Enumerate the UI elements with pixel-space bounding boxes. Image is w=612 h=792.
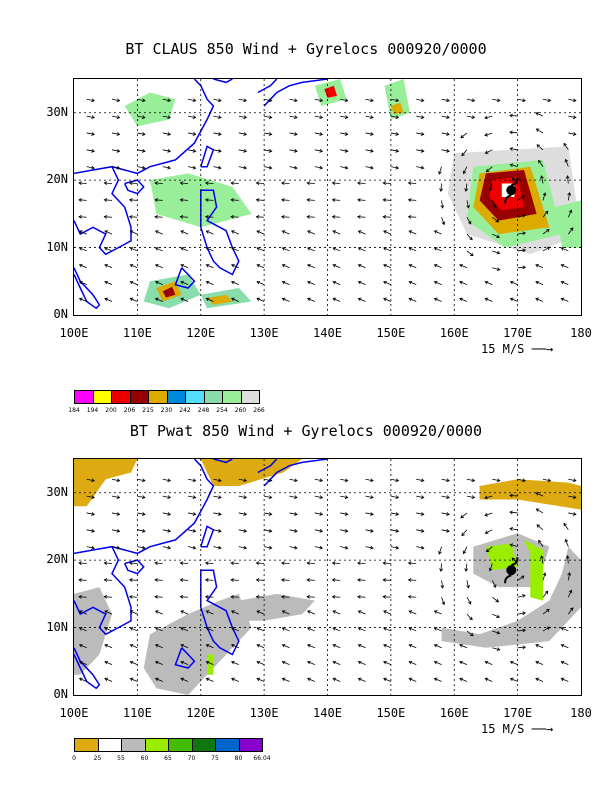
y-tick-label: 0N (53, 687, 68, 701)
colorbar-label: 206 (123, 407, 136, 414)
colorbar-label: 194 (86, 407, 99, 414)
wind-scale-label: 15 M/S ──→ (481, 722, 553, 736)
map-panel-claus (73, 78, 582, 316)
shaded-field (74, 459, 581, 695)
colorbar-swatch (74, 738, 99, 752)
colorbar-label: 184 (68, 407, 80, 414)
colorbar-swatch (148, 390, 168, 404)
colorbar-swatch (238, 738, 263, 752)
colorbar-swatch (97, 738, 122, 752)
x-tick-label: 140E (313, 326, 342, 340)
figure-1-title: BT CLAUS 850 Wind + Gyrelocs 000920/0000 (125, 40, 487, 58)
x-tick-label: 160E (439, 326, 469, 340)
y-tick-label: 10N (46, 619, 68, 634)
scale-arrow-icon: ──→ (531, 342, 554, 356)
y-tick-label: 30N (46, 484, 68, 499)
wind-vectors (78, 478, 577, 682)
colorbar-label: 242 (179, 407, 191, 414)
y-tick-label: 20N (46, 172, 68, 187)
grid-lines (74, 459, 581, 695)
x-tick-label: 100E (59, 326, 89, 340)
x-tick-label: 120E (186, 326, 216, 340)
colorbar-swatch (121, 738, 146, 752)
colorbar-label: 266 (253, 407, 265, 414)
x-tick-label: 100E (59, 706, 89, 720)
x-tick-label: 140E (313, 706, 342, 720)
colorbar-label: 55 (117, 755, 125, 762)
colorbar-swatch (144, 738, 169, 752)
colorbar-label: 200 (105, 407, 117, 414)
coastlines (74, 459, 328, 690)
colorbar-swatch (222, 390, 242, 404)
coastlines (74, 79, 328, 310)
colorbar-swatch (111, 390, 131, 404)
colorbar-swatch (129, 390, 149, 404)
colorbar-label: 230 (160, 407, 173, 414)
colorbar-swatch (185, 390, 205, 404)
x-tick-label: 130E (249, 706, 279, 720)
scale-arrow-icon: ──→ (531, 722, 554, 736)
colorbar-label: 66.04 (253, 755, 271, 762)
grid-lines (74, 79, 581, 315)
colorbar-label: 80 (234, 755, 243, 762)
colorbar-label: 215 (142, 407, 154, 414)
y-tick-label: 10N (46, 239, 68, 254)
x-tick-label: 110E (122, 326, 152, 340)
colorbar-label: 70 (187, 755, 196, 762)
x-tick-label: 170E (503, 706, 533, 720)
colorbar-swatch (191, 738, 216, 752)
colorbar-label: 60 (140, 755, 149, 762)
colorbar-swatch (240, 390, 260, 404)
figure-2-title: BT Pwat 850 Wind + Gyrelocs 000920/0000 (129, 422, 483, 440)
wind-vectors (78, 98, 577, 302)
colorbar-swatch (166, 390, 186, 404)
x-tick-label: 170E (503, 326, 533, 340)
x-tick-label: 120E (186, 706, 216, 720)
y-tick-label: 30N (46, 104, 68, 119)
colorbar-label: 65 (164, 755, 172, 762)
x-tick-label: 150E (376, 706, 406, 720)
colorbar-swatch (215, 738, 240, 752)
colorbar-label: 248 (197, 407, 210, 414)
gyre-center-icon (504, 557, 519, 584)
colorbar-label: 260 (234, 407, 247, 414)
x-tick-label: 180 (570, 326, 592, 340)
colorbar-label: 25 (93, 755, 102, 762)
x-tick-label: 130E (249, 326, 279, 340)
colorbar-swatch (168, 738, 193, 752)
map-canvas (74, 459, 581, 695)
colorbar-swatch (74, 390, 94, 404)
x-tick-label: 110E (122, 706, 152, 720)
y-tick-label: 20N (46, 552, 68, 567)
x-tick-label: 180 (570, 706, 592, 720)
colorbar-swatch (203, 390, 223, 404)
y-tick-label: 0N (53, 307, 68, 321)
colorbar-swatch (92, 390, 112, 404)
colorbar-label: 254 (216, 407, 228, 414)
map-canvas (74, 79, 581, 315)
scale-text: 15 M/S (481, 342, 525, 356)
scale-text: 15 M/S (481, 722, 525, 736)
x-tick-label: 150E (376, 326, 406, 340)
gyre-center-icon (504, 177, 519, 204)
map-panel-pwat (73, 458, 582, 696)
colorbar-label: 75 (211, 755, 219, 762)
x-tick-label: 160E (439, 706, 469, 720)
colorbar-label: 0 (72, 755, 76, 762)
wind-scale-label: 15 M/S ──→ (481, 342, 553, 356)
